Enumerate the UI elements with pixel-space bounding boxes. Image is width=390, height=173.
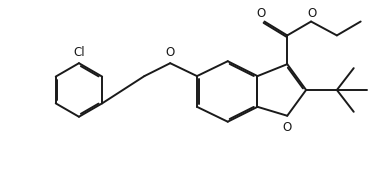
Text: O: O [307,7,317,20]
Text: O: O [166,46,175,59]
Text: O: O [283,121,292,134]
Text: O: O [257,7,266,20]
Text: Cl: Cl [73,46,85,59]
